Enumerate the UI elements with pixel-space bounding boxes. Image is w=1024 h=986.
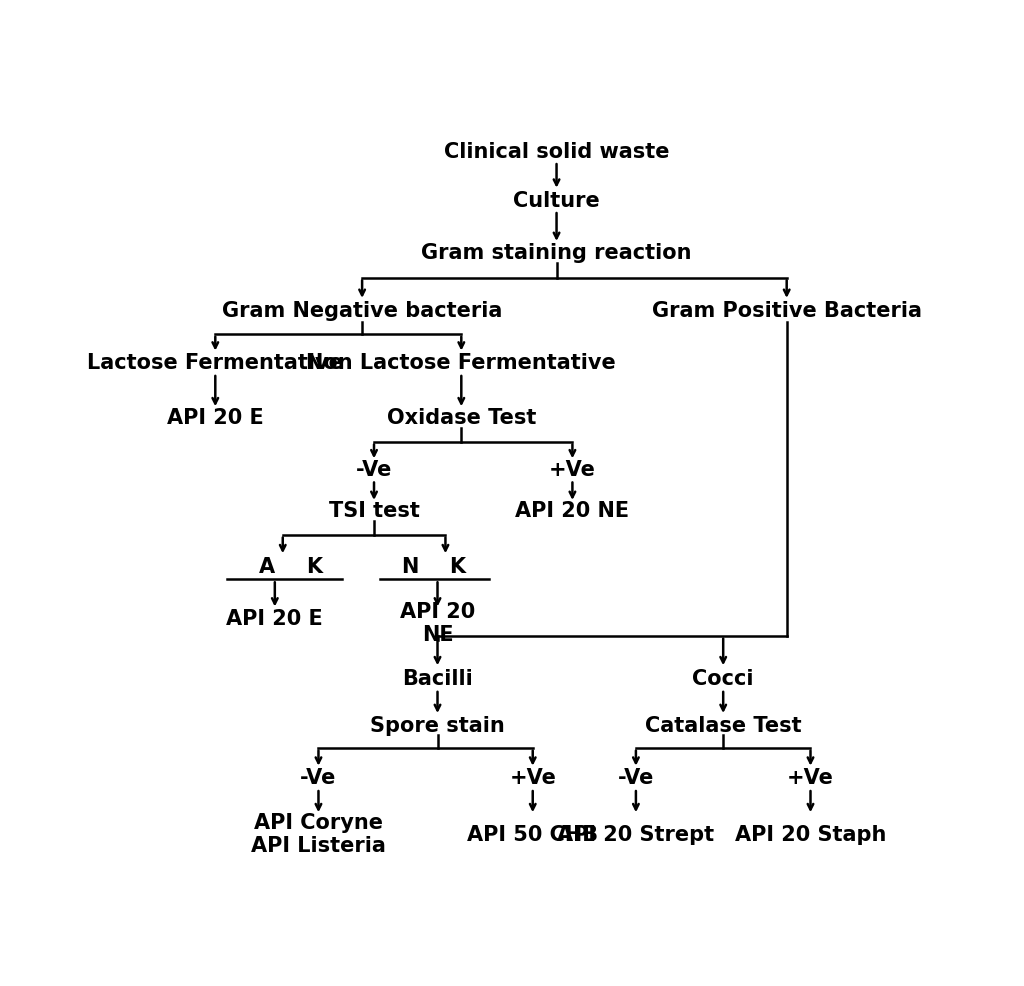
Text: N: N [401, 556, 419, 577]
Text: Gram Negative bacteria: Gram Negative bacteria [222, 301, 503, 321]
Text: K: K [450, 556, 465, 577]
Text: +Ve: +Ve [509, 768, 556, 789]
Text: Cocci: Cocci [692, 669, 754, 688]
Text: Catalase Test: Catalase Test [645, 716, 802, 736]
Text: Clinical solid waste: Clinical solid waste [443, 142, 670, 162]
Text: Oxidase Test: Oxidase Test [387, 408, 536, 428]
Text: Gram staining reaction: Gram staining reaction [421, 243, 692, 263]
Text: K: K [306, 556, 323, 577]
Text: API 20 Staph: API 20 Staph [735, 824, 886, 845]
Text: Culture: Culture [513, 191, 600, 211]
Text: API 50 CHB: API 50 CHB [467, 824, 598, 845]
Text: Gram Positive Bacteria: Gram Positive Bacteria [651, 301, 922, 321]
Text: API Coryne
API Listeria: API Coryne API Listeria [251, 813, 386, 856]
Text: API 20
NE: API 20 NE [400, 601, 475, 645]
Text: A: A [259, 556, 274, 577]
Text: TSI test: TSI test [329, 502, 420, 522]
Text: Bacilli: Bacilli [402, 669, 473, 688]
Text: API 20 E: API 20 E [226, 608, 324, 628]
Text: API 20 NE: API 20 NE [515, 502, 630, 522]
Text: Lactose Fermentative: Lactose Fermentative [87, 353, 343, 374]
Text: +Ve: +Ve [787, 768, 834, 789]
Text: API 20 E: API 20 E [167, 408, 263, 428]
Text: +Ve: +Ve [549, 460, 596, 480]
Text: -Ve: -Ve [300, 768, 337, 789]
Text: -Ve: -Ve [355, 460, 392, 480]
Text: -Ve: -Ve [617, 768, 654, 789]
Text: Non Lactose Fermentative: Non Lactose Fermentative [306, 353, 616, 374]
Text: API 20 Strept: API 20 Strept [557, 824, 715, 845]
Text: Spore stain: Spore stain [370, 716, 505, 736]
